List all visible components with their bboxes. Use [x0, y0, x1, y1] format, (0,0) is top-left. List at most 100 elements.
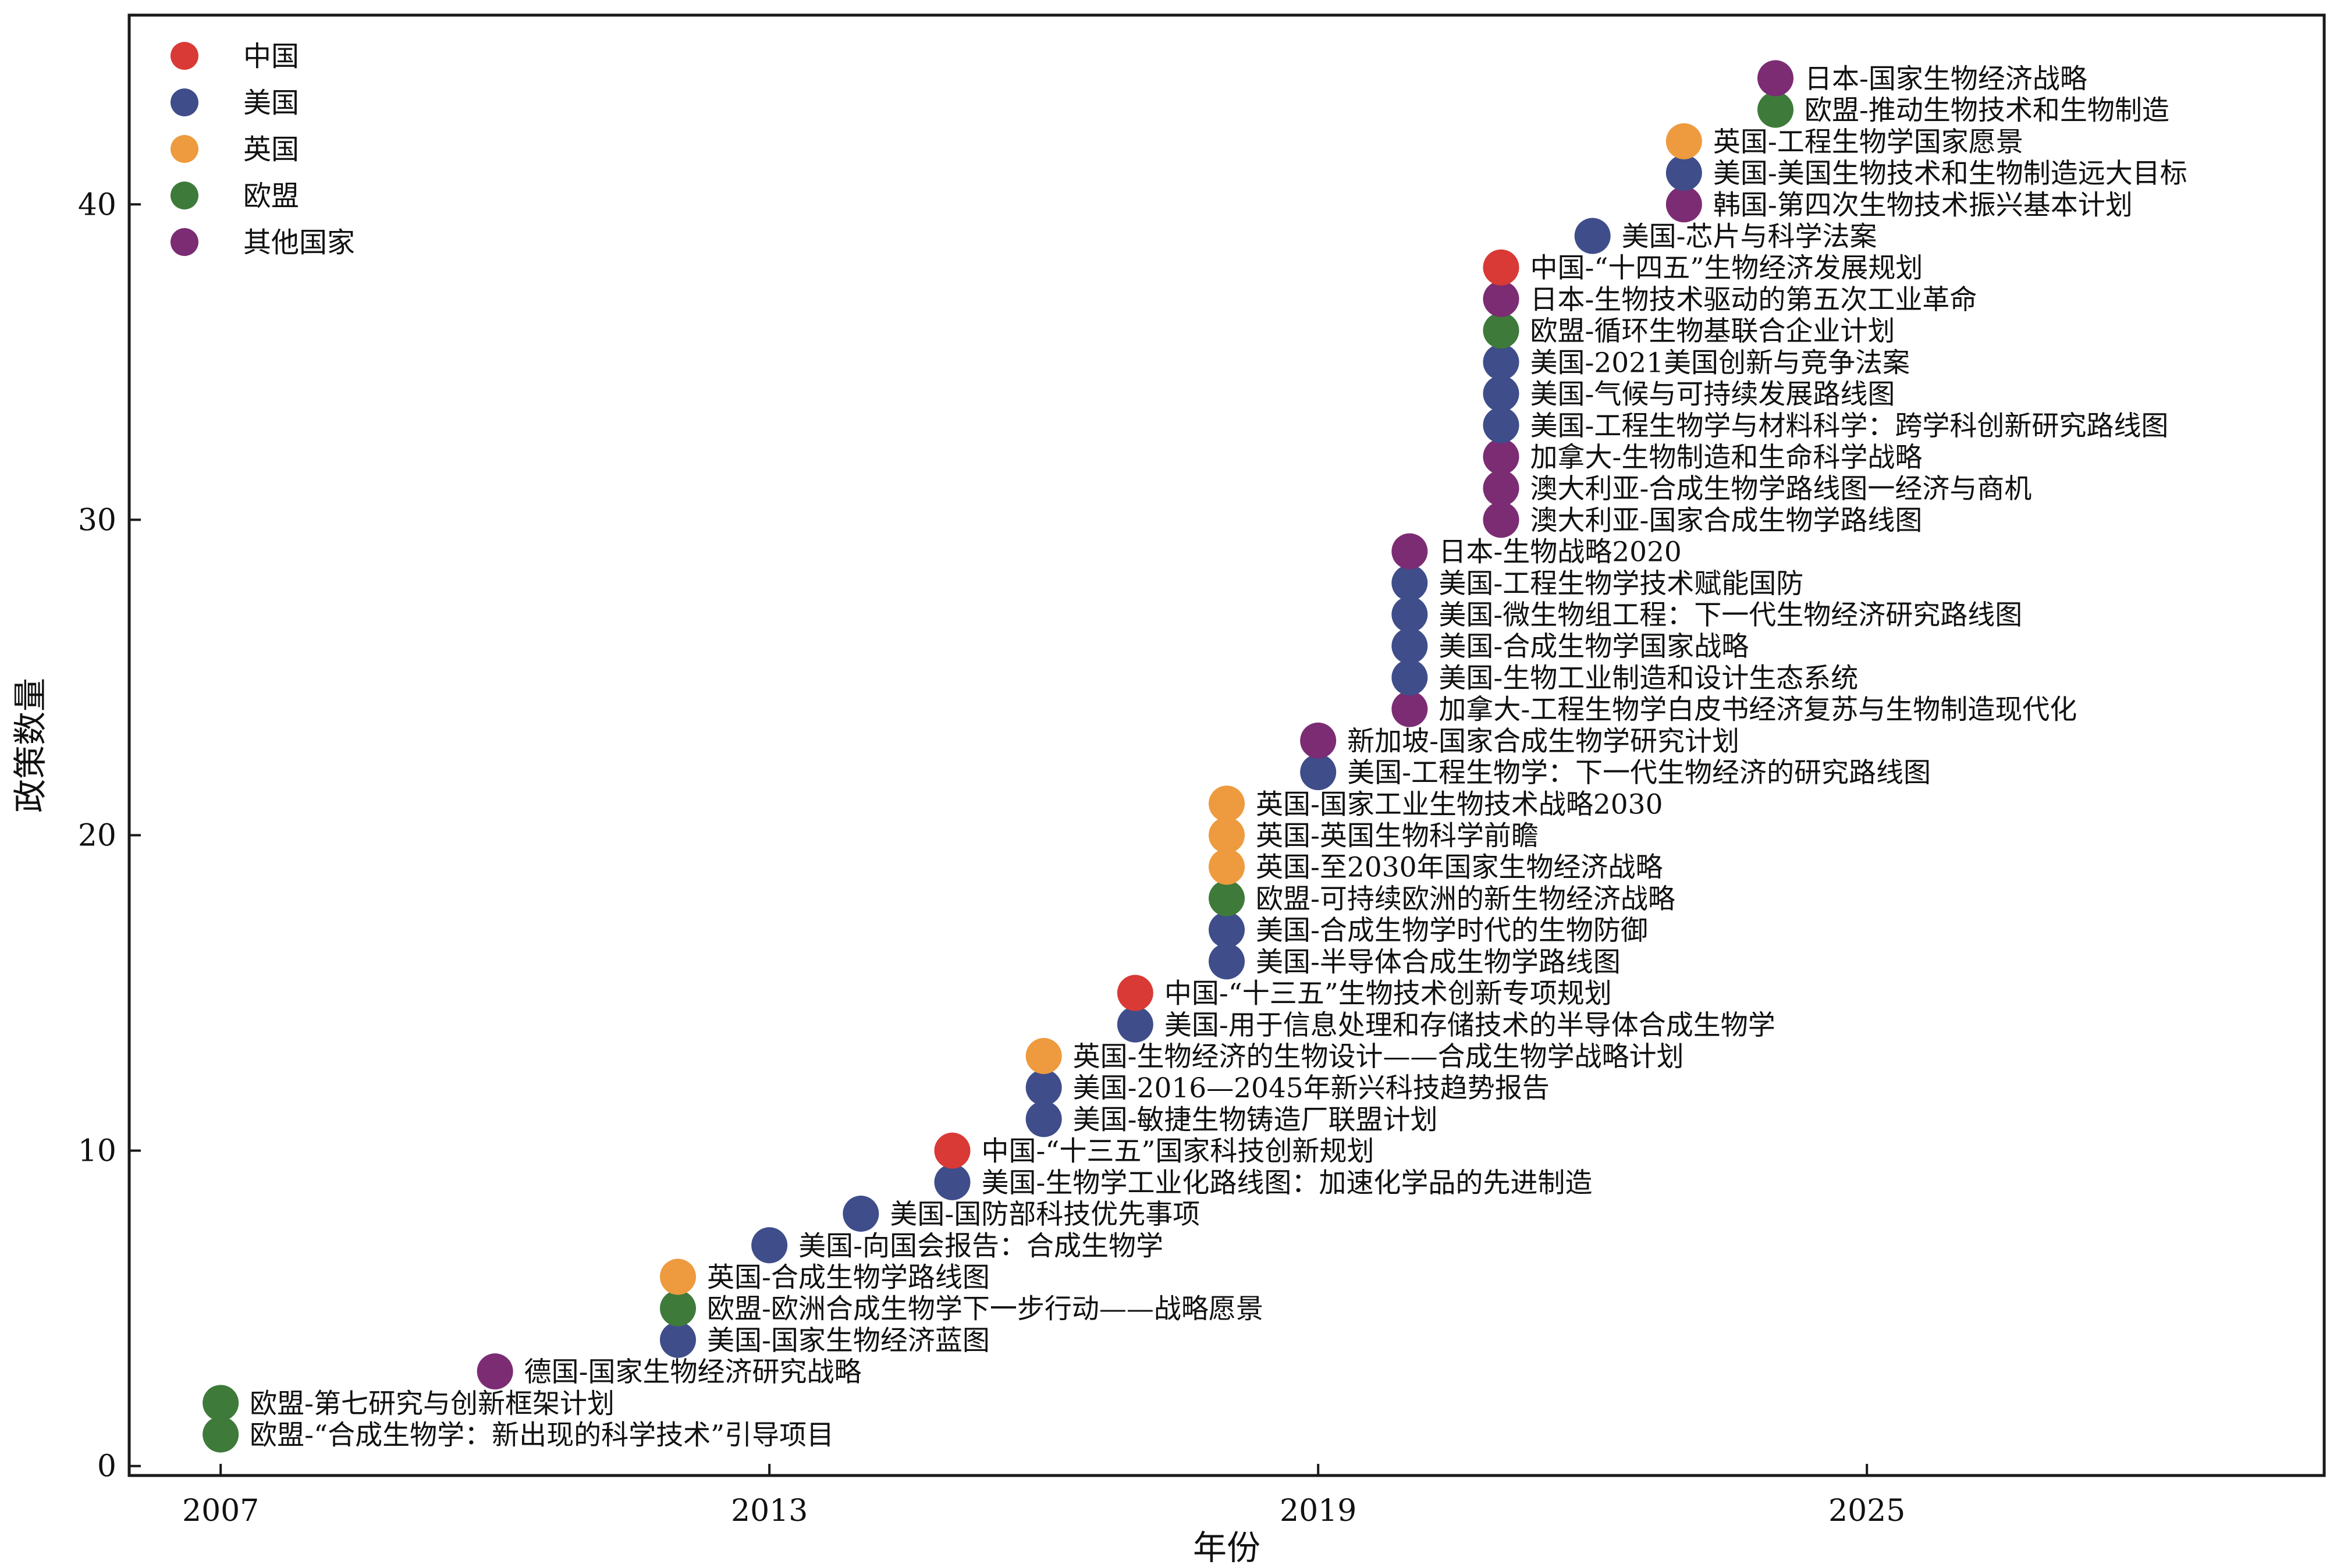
- data-label: 美国-2016—2045年新兴科技趋势报告: [1073, 1072, 1550, 1104]
- data-point: [1391, 659, 1428, 696]
- data-label: 英国-合成生物学路线图: [707, 1261, 990, 1293]
- data-label: 美国-国家生物经济蓝图: [707, 1325, 990, 1357]
- data-point: [1209, 880, 1245, 916]
- plot-frame: [127, 13, 2326, 1477]
- data-label: 英国-国家工业生物技术战略2030: [1256, 788, 1663, 820]
- legend-label: 美国: [243, 87, 299, 119]
- data-label: 美国-合成生物学国家战略: [1439, 631, 1749, 663]
- data-label: 中国-“十四五”生物经济发展规划: [1530, 253, 1923, 285]
- data-label: 韩国-第四次生物技术振兴基本计划: [1713, 189, 2133, 221]
- data-point: [1665, 123, 1702, 159]
- data-point: [1483, 407, 1519, 443]
- data-label: 英国-英国生物科学前瞻: [1256, 820, 1539, 852]
- legend-marker: [171, 135, 198, 163]
- data-point: [660, 1321, 696, 1358]
- data-point: [1117, 975, 1153, 1011]
- data-point: [660, 1290, 696, 1327]
- data-point: [1483, 344, 1519, 381]
- data-label: 澳大利亚-合成生物学路线图一经济与商机: [1530, 473, 2032, 505]
- data-point: [1483, 502, 1519, 538]
- data-label: 美国-用于信息处理和存储技术的半导体合成生物学: [1164, 1009, 1775, 1041]
- data-label: 欧盟-第七研究与创新框架计划: [250, 1388, 615, 1420]
- data-label: 美国-工程生物学与材料科学：跨学科创新研究路线图: [1530, 410, 2169, 442]
- data-point: [1391, 691, 1428, 727]
- data-point: [660, 1258, 696, 1295]
- data-label: 加拿大-生物制造和生命科学战略: [1530, 442, 1923, 474]
- legend-marker: [171, 182, 198, 209]
- data-point: [1209, 848, 1245, 885]
- data-point: [1117, 1006, 1153, 1043]
- x-axis-title: 年份: [1193, 1528, 1260, 1567]
- data-point: [1757, 91, 1793, 128]
- data-label: 美国-国防部科技优先事项: [890, 1199, 1200, 1231]
- data-label: 美国-生物学工业化路线图：加速化学品的先进制造: [982, 1167, 1593, 1199]
- data-point: [1483, 438, 1519, 475]
- data-labels: 欧盟-“合成生物学：新出现的科学技术”引导项目欧盟-第七研究与创新框架计划德国-…: [250, 63, 2187, 1451]
- data-label: 中国-“十三五”生物技术创新专项规划: [1164, 978, 1612, 1010]
- data-point: [934, 1132, 971, 1169]
- data-point: [1209, 817, 1245, 854]
- data-label: 美国-芯片与科学法案: [1622, 221, 1877, 253]
- data-label: 美国-生物工业制造和设计生态系统: [1439, 662, 1858, 694]
- data-label: 美国-气候与可持续发展路线图: [1530, 379, 1895, 411]
- data-point: [1391, 564, 1428, 601]
- data-label: 欧盟-推动生物技术和生物制造: [1805, 95, 2169, 127]
- data-point: [1483, 375, 1519, 412]
- data-label: 美国-向国会报告：合成生物学: [798, 1230, 1163, 1262]
- data-label: 新加坡-国家合成生物学研究计划: [1347, 726, 1739, 758]
- data-point: [1665, 186, 1702, 223]
- data-point: [1483, 312, 1519, 349]
- data-label: 欧盟-循环生物基联合企业计划: [1530, 315, 1895, 347]
- data-label: 美国-敏捷生物铸造厂联盟计划: [1073, 1104, 1438, 1136]
- data-label: 英国-生物经济的生物设计——合成生物学战略计划: [1073, 1041, 1684, 1073]
- data-point: [1391, 596, 1428, 633]
- data-point: [203, 1385, 239, 1421]
- data-point: [1025, 1069, 1062, 1106]
- data-label: 美国-合成生物学时代的生物防御: [1256, 915, 1648, 947]
- data-label: 美国-工程生物学：下一代生物经济的研究路线图: [1347, 757, 1931, 789]
- data-point: [1209, 785, 1245, 822]
- data-point: [1757, 60, 1793, 97]
- data-label: 英国-至2030年国家生物经济战略: [1256, 852, 1663, 884]
- data-label: 美国-2021美国创新与竞争法案: [1530, 347, 1910, 379]
- data-label: 日本-国家生物经济战略: [1805, 63, 2087, 95]
- data-point: [1483, 249, 1519, 286]
- data-point: [203, 1416, 239, 1453]
- data-point: [1025, 1037, 1062, 1074]
- data-point: [751, 1227, 788, 1264]
- data-point: [934, 1164, 971, 1200]
- data-point: [1574, 218, 1611, 254]
- data-label: 英国-工程生物学国家愿景: [1713, 126, 2023, 158]
- x-tick-label: 2013: [731, 1494, 808, 1528]
- data-label: 澳大利亚-国家合成生物学路线图: [1530, 504, 1923, 536]
- data-label: 欧盟-欧洲合成生物学下一步行动——战略愿景: [707, 1293, 1263, 1325]
- data-point: [1025, 1101, 1062, 1137]
- legend-marker: [171, 88, 198, 116]
- legend-label: 欧盟: [243, 180, 299, 212]
- data-label: 欧盟-“合成生物学：新出现的科学技术”引导项目: [250, 1420, 834, 1452]
- y-tick-label: 40: [78, 187, 116, 222]
- legend-marker: [171, 228, 198, 256]
- data-points: [203, 60, 1793, 1453]
- legend-marker: [171, 42, 198, 70]
- legend-label: 中国: [243, 40, 299, 73]
- data-point: [1209, 912, 1245, 948]
- y-tick-label: 10: [78, 1134, 116, 1169]
- x-tick-label: 2025: [1828, 1494, 1905, 1528]
- legend-label: 其他国家: [243, 226, 355, 259]
- data-point: [1483, 280, 1519, 317]
- x-tick-label: 2019: [1280, 1494, 1356, 1528]
- data-label: 德国-国家生物经济研究战略: [524, 1356, 862, 1388]
- data-label: 日本-生物战略2020: [1439, 536, 1682, 568]
- legend-label: 英国: [243, 133, 299, 166]
- data-point: [1665, 155, 1702, 191]
- data-label: 中国-“十三五”国家科技创新规划: [982, 1136, 1375, 1168]
- y-tick-label: 20: [78, 819, 116, 854]
- y-tick-label: 0: [97, 1449, 116, 1484]
- data-label: 美国-美国生物技术和生物制造远大目标: [1713, 158, 2187, 190]
- data-point: [1391, 628, 1428, 664]
- data-label: 加拿大-工程生物学白皮书经济复苏与生物制造现代化: [1439, 694, 2077, 726]
